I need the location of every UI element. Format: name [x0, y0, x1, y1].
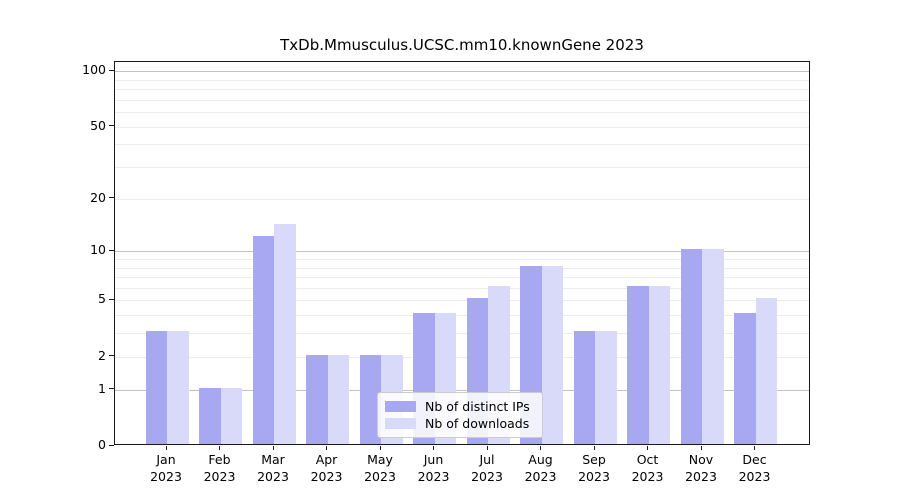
bar-downloads-jan [167, 331, 189, 444]
gridline-minor-5 [115, 300, 809, 302]
y-tick-mark-5 [109, 298, 114, 300]
gridline-minor-4 [115, 315, 809, 317]
y-tick-label-0: 0 [98, 437, 106, 452]
gridline-minor-8 [115, 267, 809, 269]
bar-downloads-apr [327, 354, 349, 444]
bar-ips-may [359, 354, 381, 444]
legend-swatch-ips [385, 401, 416, 412]
legend-swatch-downloads [385, 418, 416, 429]
plot-area [114, 61, 810, 445]
x-tick-label-mar: Mar 2023 [257, 452, 289, 484]
x-tick-mark-dec [754, 446, 755, 450]
bar-ips-jan [145, 331, 167, 444]
gridline-minor-20 [115, 198, 809, 200]
y-tick-label-100: 100 [82, 62, 106, 77]
gridline-minor-70 [115, 99, 809, 101]
bar-ips-nov [680, 249, 702, 444]
x-tick-mark-oct [647, 446, 648, 450]
x-tick-label-apr: Apr 2023 [310, 452, 343, 484]
chart-title: TxDb.Mmusculus.UCSC.mm10.knownGene 2023 [280, 36, 644, 54]
bar-downloads-oct [648, 285, 670, 444]
y-tick-mark-0 [109, 444, 114, 446]
x-tick-mark-jan [165, 446, 167, 450]
bar-downloads-nov [702, 249, 724, 444]
x-tick-mark-may [379, 446, 381, 450]
legend-label-ips: Nb of distinct IPs [425, 399, 530, 414]
gridline-minor-3 [115, 333, 809, 335]
bar-ips-oct [627, 285, 649, 444]
bar-downloads-dec [755, 298, 777, 444]
y-tick-mark-10 [109, 249, 114, 251]
y-tick-label-2: 2 [98, 347, 106, 363]
gridline-minor-80 [115, 88, 809, 90]
x-tick-mark-jul [486, 446, 488, 450]
bar-ips-apr [306, 354, 328, 444]
gridline-minor-40 [115, 144, 809, 146]
x-tick-label-aug: Aug 2023 [524, 452, 557, 484]
legend-label-downloads: Nb of downloads [425, 416, 530, 431]
x-tick-mark-jun [433, 446, 434, 450]
x-tick-mark-mar [272, 446, 274, 450]
gridline-major-10 [115, 251, 809, 253]
x-tick-label-jan: Jan 2023 [150, 452, 182, 484]
x-tick-label-nov: Nov 2023 [685, 452, 717, 484]
x-tick-label-feb: Feb 2023 [203, 452, 236, 484]
bar-ips-feb [199, 387, 221, 444]
gridline-minor-90 [115, 79, 809, 81]
y-tick-mark-20 [109, 197, 114, 199]
y-tick-mark-100 [109, 69, 114, 71]
x-tick-mark-aug [540, 446, 541, 450]
x-tick-label-may: May 2023 [364, 452, 396, 484]
bar-downloads-sep [595, 331, 617, 444]
y-tick-mark-50 [109, 125, 114, 126]
y-tick-mark-1 [109, 388, 114, 390]
y-tick-label-5: 5 [98, 291, 106, 307]
bar-ips-mar [252, 235, 274, 444]
x-tick-label-jul: Jul 2023 [471, 452, 503, 484]
x-tick-label-jun: Jun 2023 [417, 452, 450, 484]
x-tick-mark-sep [593, 446, 595, 450]
gridline-minor-9 [115, 258, 809, 260]
x-tick-mark-nov [700, 446, 702, 450]
bar-downloads-aug [541, 265, 563, 444]
x-tick-label-dec: Dec 2023 [738, 452, 771, 484]
legend-row-downloads: Nb of downloads [385, 416, 534, 431]
gridline-minor-60 [115, 112, 809, 113]
y-tick-label-1: 1 [98, 380, 106, 396]
legend: Nb of distinct IPs Nb of downloads [377, 392, 543, 438]
y-tick-label-20: 20 [90, 189, 106, 205]
bar-downloads-mar [274, 224, 296, 444]
x-tick-label-oct: Oct 2023 [631, 452, 664, 484]
x-tick-mark-apr [326, 446, 327, 450]
gridline-minor-6 [115, 287, 809, 289]
gridline-major-1 [115, 389, 809, 391]
y-tick-label-50: 50 [90, 117, 106, 133]
bar-ips-sep [573, 331, 595, 444]
gridline-minor-50 [115, 126, 809, 128]
x-tick-mark-feb [219, 446, 220, 450]
bar-downloads-feb [220, 387, 242, 444]
gridline-minor-2 [115, 356, 809, 358]
y-tick-label-10: 10 [90, 242, 106, 258]
bar-ips-dec [734, 313, 756, 444]
gridline-minor-7 [115, 277, 809, 278]
y-tick-mark-2 [109, 355, 114, 357]
x-tick-label-sep: Sep 2023 [578, 452, 610, 484]
legend-row-ips: Nb of distinct IPs [385, 399, 534, 414]
gridline-major-100 [115, 71, 809, 72]
gridline-minor-30 [115, 167, 809, 168]
